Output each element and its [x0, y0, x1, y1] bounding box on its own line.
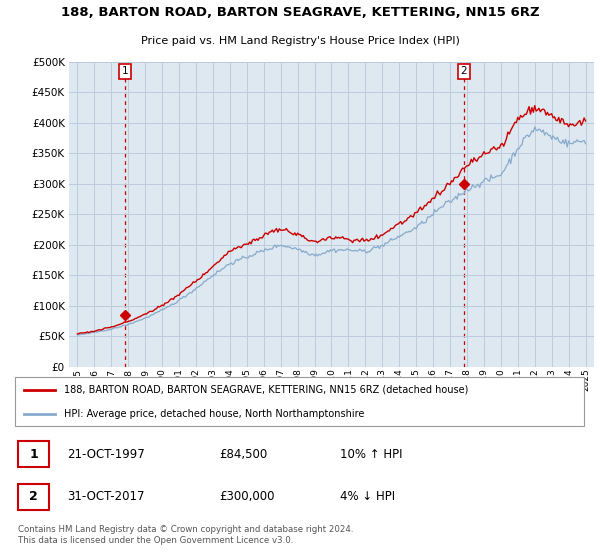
- FancyBboxPatch shape: [18, 441, 49, 467]
- Text: 1: 1: [29, 448, 38, 461]
- Text: 10% ↑ HPI: 10% ↑ HPI: [340, 448, 403, 461]
- Text: £300,000: £300,000: [220, 491, 275, 503]
- Text: 4% ↓ HPI: 4% ↓ HPI: [340, 491, 395, 503]
- Text: HPI: Average price, detached house, North Northamptonshire: HPI: Average price, detached house, Nort…: [64, 409, 364, 419]
- Text: 2: 2: [460, 66, 467, 76]
- FancyBboxPatch shape: [15, 377, 584, 426]
- Text: £84,500: £84,500: [220, 448, 268, 461]
- FancyBboxPatch shape: [18, 484, 49, 510]
- Text: 1: 1: [122, 66, 128, 76]
- Text: Price paid vs. HM Land Registry's House Price Index (HPI): Price paid vs. HM Land Registry's House …: [140, 36, 460, 46]
- Text: 31-OCT-2017: 31-OCT-2017: [67, 491, 144, 503]
- Text: 188, BARTON ROAD, BARTON SEAGRAVE, KETTERING, NN15 6RZ: 188, BARTON ROAD, BARTON SEAGRAVE, KETTE…: [61, 6, 539, 19]
- Text: Contains HM Land Registry data © Crown copyright and database right 2024.
This d: Contains HM Land Registry data © Crown c…: [18, 525, 353, 545]
- Text: 2: 2: [29, 491, 38, 503]
- Text: 188, BARTON ROAD, BARTON SEAGRAVE, KETTERING, NN15 6RZ (detached house): 188, BARTON ROAD, BARTON SEAGRAVE, KETTE…: [64, 385, 468, 395]
- Text: 21-OCT-1997: 21-OCT-1997: [67, 448, 145, 461]
